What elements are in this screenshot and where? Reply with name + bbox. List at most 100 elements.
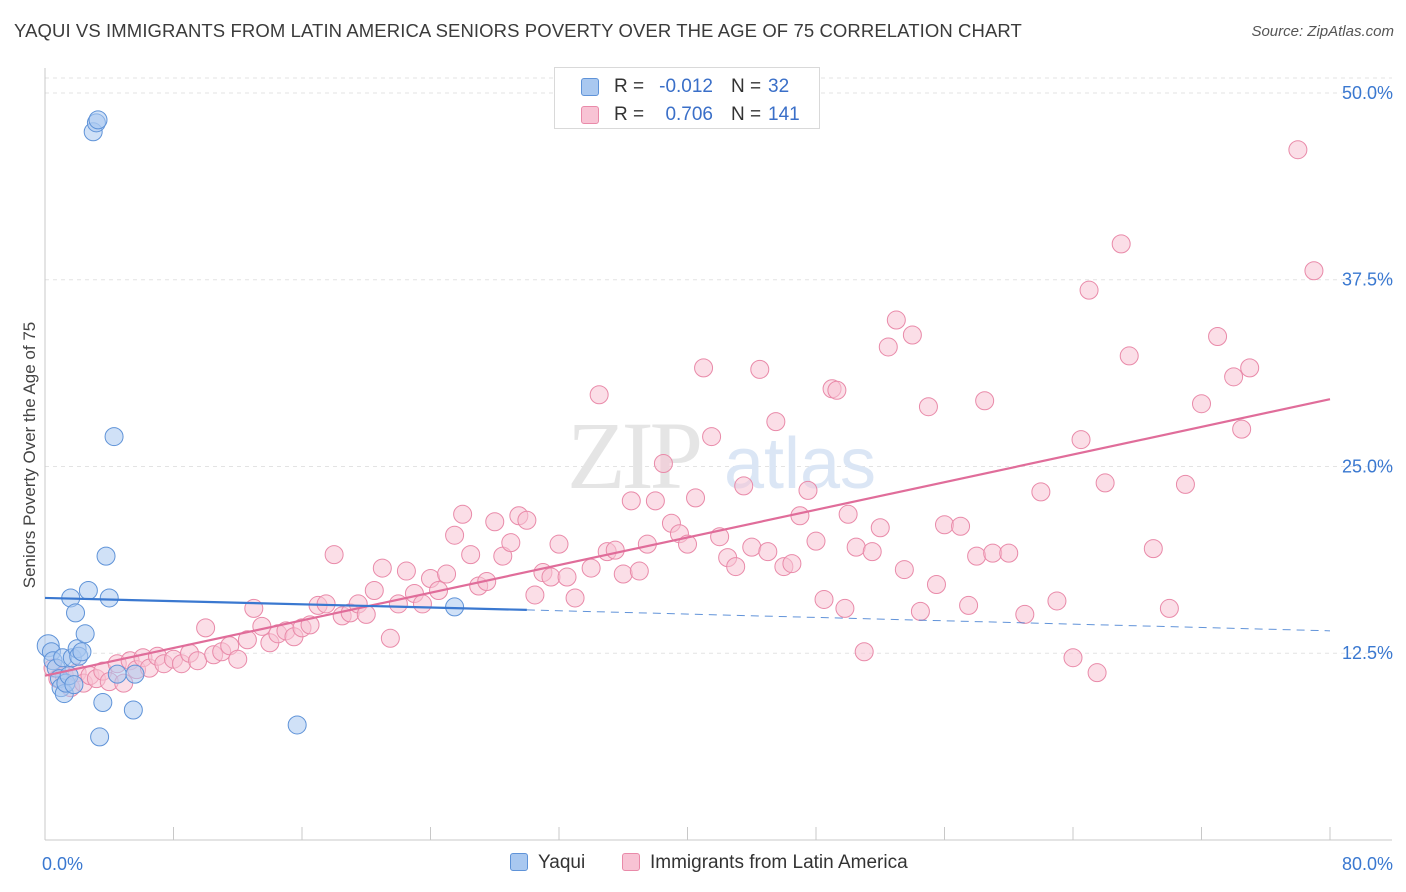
latin-point <box>814 589 834 609</box>
latin-point <box>1047 591 1067 611</box>
latin-point <box>1143 539 1163 559</box>
latin-point <box>501 533 521 553</box>
latin-point <box>412 594 432 614</box>
latin-point <box>629 561 649 581</box>
latin-point <box>1304 261 1324 281</box>
yaqui-point <box>123 700 143 720</box>
latin-point <box>846 537 866 557</box>
watermark: ZIP atlas <box>567 402 876 509</box>
latin-point <box>694 358 714 378</box>
r-label: R = <box>614 104 645 125</box>
latin-point <box>838 504 858 524</box>
y-tick-label: 12.5% <box>1342 643 1393 663</box>
latin-point <box>1079 280 1099 300</box>
latin-point <box>1111 234 1131 254</box>
latin-point <box>252 616 272 636</box>
latin-point <box>1208 326 1228 346</box>
latin-point <box>766 412 786 432</box>
latin-point <box>702 427 722 447</box>
grid <box>45 77 1392 654</box>
latin-point <box>396 561 416 581</box>
latin-point <box>886 310 906 330</box>
latin-point <box>1031 482 1051 502</box>
latin-point <box>827 380 847 400</box>
latin-point <box>1175 474 1195 494</box>
latin-point <box>372 558 392 578</box>
latin-point <box>1087 663 1107 683</box>
latin-point <box>734 476 754 496</box>
yaqui-point <box>99 588 119 608</box>
yaqui-point <box>72 642 92 662</box>
trend-line-yaqui-extension <box>526 609 1331 632</box>
n-value: 141 <box>768 104 800 125</box>
bottom-legend-latin: Immigrants from Latin America <box>622 852 908 876</box>
yaqui-point <box>125 664 145 684</box>
latin-point <box>870 518 890 538</box>
latin-point <box>1159 598 1179 618</box>
yaqui-point <box>287 715 307 735</box>
latin-point <box>517 510 537 530</box>
latin-point <box>806 531 826 551</box>
legend-row-yaqui: R = -0.012 N = 32 <box>555 74 819 102</box>
latin-point <box>1240 358 1260 378</box>
latin-point <box>1232 419 1252 439</box>
latin-point <box>967 546 987 566</box>
latin-point <box>653 453 673 473</box>
latin-point <box>726 557 746 577</box>
x-tick-label-max: 80.0% <box>1342 854 1393 874</box>
latin-point <box>1015 604 1035 624</box>
latin-point <box>951 516 971 536</box>
latin-point <box>581 558 601 578</box>
latin-point <box>926 575 946 595</box>
yaqui-point <box>90 727 110 747</box>
yaqui-point <box>88 110 108 130</box>
latin-point <box>910 601 930 621</box>
latin-point <box>237 630 257 650</box>
n-label: N = <box>731 76 762 97</box>
x-tick-labels: 0.0% 80.0% <box>42 854 1393 874</box>
latin-point <box>364 580 384 600</box>
y-axis-label: Seniors Poverty Over the Age of 75 <box>20 321 39 589</box>
trend-lines <box>44 398 1331 677</box>
latin-point <box>228 649 248 669</box>
latin-point <box>975 391 995 411</box>
y-tick-label: 37.5% <box>1342 270 1393 290</box>
bottom-legend-yaqui-label: Yaqui <box>538 852 586 873</box>
legend-swatch-latin <box>581 106 599 124</box>
latin-point <box>854 642 874 662</box>
latin-point <box>918 397 938 417</box>
yaqui-point <box>96 546 116 566</box>
latin-point <box>445 525 465 545</box>
x-tick-label-min: 0.0% <box>42 854 83 874</box>
latin-point <box>541 567 561 587</box>
latin-point <box>1224 367 1244 387</box>
latin-point <box>935 515 954 535</box>
latin-point <box>758 542 778 562</box>
latin-point <box>790 506 810 526</box>
latin-point <box>782 554 802 574</box>
latin-point <box>525 585 545 605</box>
trend-line-latin <box>44 398 1331 677</box>
yaqui-point <box>75 624 95 644</box>
latin-point <box>613 564 633 584</box>
latin-point <box>862 542 882 562</box>
latin-point <box>324 545 344 565</box>
latin-point <box>645 491 665 511</box>
latin-point <box>453 504 473 524</box>
y-tick-label: 50.0% <box>1342 83 1393 103</box>
latin-point <box>589 385 609 405</box>
latin-point <box>894 560 914 580</box>
latin-point <box>983 543 1003 563</box>
latin-point <box>835 598 855 618</box>
latin-point <box>686 488 706 508</box>
latin-point <box>621 491 641 511</box>
yaqui-point <box>107 664 127 684</box>
latin-point <box>196 618 216 638</box>
latin-point <box>1071 430 1091 450</box>
latin-point <box>557 567 577 587</box>
latin-point <box>461 545 481 565</box>
latin-point <box>750 359 770 379</box>
latin-point <box>742 537 762 557</box>
latin-point <box>188 651 208 671</box>
